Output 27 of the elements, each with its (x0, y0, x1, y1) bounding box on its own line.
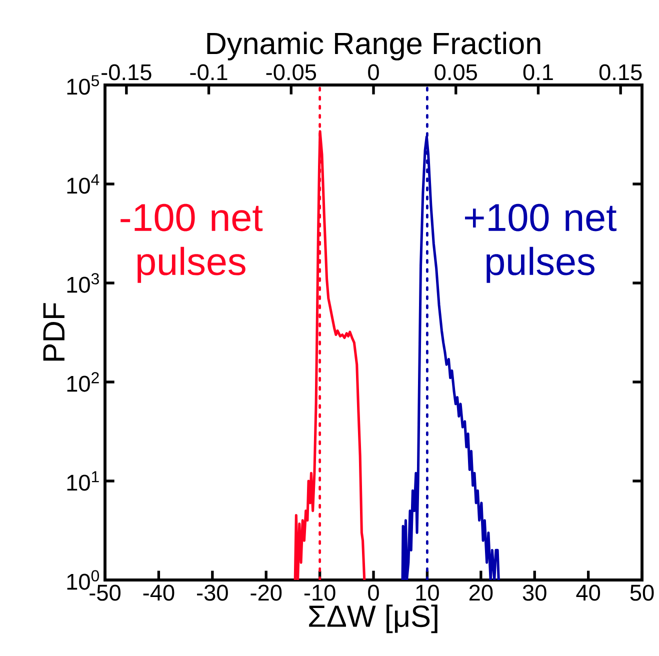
x2-tick-label: -0.15 (102, 64, 152, 80)
x-tick-label: -20 (250, 584, 282, 601)
x2-tick-label: -0.1 (190, 64, 228, 80)
x-tick-label: 10 (416, 584, 439, 601)
x2-tick-label: -0.05 (266, 64, 316, 80)
x2-tick-label: 0.1 (523, 64, 553, 80)
x-tick-label: 30 (522, 584, 546, 601)
y-axis-title: PDF (43, 303, 64, 361)
y-tick-label: 10$^{3}$ (67, 273, 99, 293)
x-tick-label: 50 (630, 584, 654, 601)
series-label: -100 net pulses (120, 204, 263, 283)
x-axis-title: ΣΔW [μS] (309, 604, 438, 634)
series-label: +100 net pulses (465, 204, 617, 283)
x2-tick-label: 0 (368, 64, 379, 80)
y-tick-label: 10$^{5}$ (67, 75, 99, 95)
x-tick-label: -40 (143, 584, 174, 601)
x2-tick-label: 0.05 (434, 64, 477, 80)
y-tick-label: 10$^{4}$ (67, 174, 100, 194)
x-tick-label: 20 (469, 584, 493, 601)
y-tick-label: 10$^{2}$ (67, 372, 99, 392)
x-tick-label: -30 (197, 584, 228, 601)
x-tick-label: -10 (304, 584, 336, 601)
x-tick-label: 0 (368, 584, 379, 601)
x2-tick-label: 0.15 (599, 64, 642, 80)
x-tick-label: 40 (576, 584, 600, 601)
y-tick-label: 10$^{1}$ (67, 471, 99, 491)
x2-axis-title: Dynamic Range Fraction (207, 32, 540, 60)
